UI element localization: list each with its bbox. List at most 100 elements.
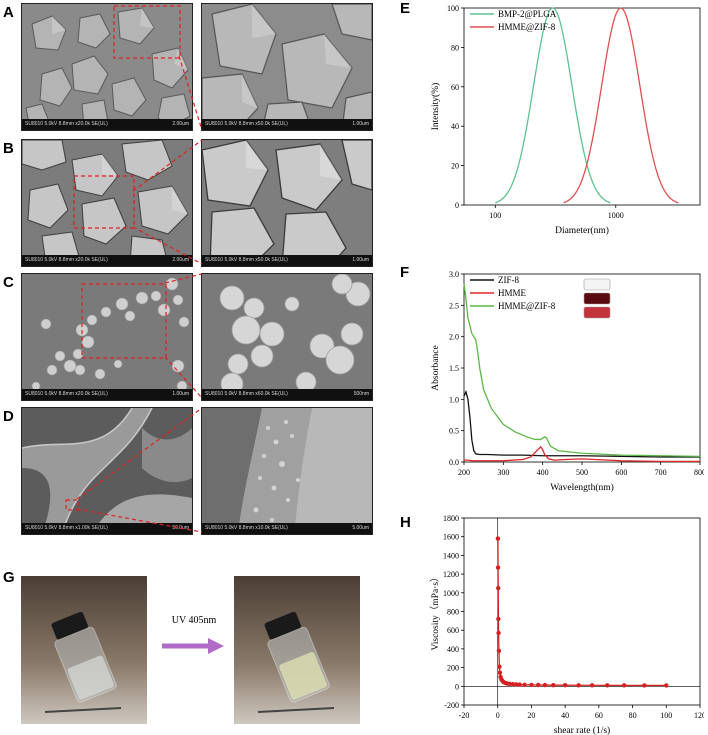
panel-label-a: A — [3, 4, 14, 21]
sem-image-d-high-mag: SU8010 5.0kV 8.8mm x10.0k SE(UL) 5.00um — [201, 407, 373, 535]
y-tick-label: 800 — [447, 608, 459, 617]
sem-image-a-low-mag: SU8010 5.0kV 8.8mm x20.0k SE(UL) 2.00um — [21, 3, 193, 131]
sem-micrograph-crystals — [22, 140, 192, 266]
y-tick-label: 0.0 — [449, 458, 459, 467]
sem-image-b-low-mag: SU8010 5.0kV 8.8mm x20.0k SE(UL) 2.00um — [21, 139, 193, 267]
data-point — [642, 683, 647, 688]
plot-frame — [463, 7, 701, 206]
x-axis-label: shear rate (1/s) — [554, 725, 610, 735]
x-tick-label: -20 — [459, 711, 470, 720]
data-point — [496, 648, 502, 653]
sem-caption: SU8010 5.0kV 8.8mm x50.0k SE(UL) — [205, 121, 288, 127]
y-axis-label: Viscosity（mPa·s） — [429, 572, 441, 650]
y-tick-label: 60 — [451, 83, 459, 92]
data-point — [496, 585, 501, 591]
sem-caption: SU8010 5.0kV 8.8mm x20.0k SE(UL) — [25, 121, 108, 127]
x-axis-label: Diameter(nm) — [555, 225, 609, 236]
sem-info-bar: SU8010 5.0kV 8.8mm x10.0k SE(UL) 5.00um — [202, 523, 372, 534]
y-tick-label: 1600 — [443, 533, 459, 542]
series-line — [497, 538, 667, 687]
data-point — [517, 682, 522, 687]
sem-image-c-low-mag: SU8010 5.0kV 8.8mm x20.0k SE(UL) 1.00um — [21, 273, 193, 401]
x-tick-label: 800 — [694, 468, 704, 477]
panel-label-c: C — [3, 274, 14, 291]
sem-info-bar: SU8010 5.0kV 8.8mm x20.0k SE(UL) 2.00um — [22, 119, 192, 130]
y-tick-label: 3.0 — [449, 270, 459, 279]
y-tick-label: 200 — [447, 664, 459, 673]
legend-label: BMP-2@PLGA — [498, 9, 557, 19]
arrow-right-icon — [162, 638, 224, 654]
sem-micrograph-polyhedra-zoom — [202, 4, 372, 130]
y-tick-label: 0 — [455, 682, 459, 691]
data-point — [496, 630, 501, 636]
data-point — [510, 682, 516, 687]
y-tick-label: 1.5 — [449, 364, 459, 373]
sem-scale: 2.00um — [172, 121, 189, 127]
sem-info-bar: SU8010 5.0kV 8.8mm x20.0k SE(UL) 2.00um — [22, 255, 192, 266]
sem-caption: SU8010 5.0kV 8.8mm x50.0k SE(UL) — [205, 257, 288, 263]
chart-h-viscosity: -20 0 20 40 60 80 100 120-200020040060080010001… — [429, 514, 704, 735]
y-tick-label: -200 — [444, 701, 459, 710]
sem-image-d-low-mag: SU8010 5.0kV 8.8mm x1.00k SE(UL) 50.0um — [21, 407, 193, 535]
x-tick-label: 60 — [595, 711, 603, 720]
vial-before-uv — [21, 576, 147, 724]
x-tick-label: 100 — [489, 211, 501, 220]
data-point — [664, 683, 669, 688]
data-point — [535, 682, 541, 688]
y-tick-label: 20 — [451, 162, 459, 171]
chart-f-absorbance: 200 300 400 500 600 700 800 0.0 0.5 1.0 1.5 2.0 2.5 3… — [431, 270, 704, 493]
sem-scale: 1.00um — [352, 121, 369, 127]
y-tick-label: 400 — [447, 645, 459, 654]
x-tick-label: 100 — [660, 711, 672, 720]
panel-label-b: B — [3, 140, 14, 157]
data-point — [497, 670, 503, 675]
y-tick-label: 40 — [451, 122, 459, 131]
panel-label-f: F — [400, 264, 410, 281]
x-tick-label: 20 — [527, 711, 535, 720]
y-tick-label: 0 — [455, 201, 459, 210]
x-tick-label: 200 — [458, 468, 470, 477]
panel-label-g: G — [3, 569, 15, 586]
x-axis-label: Wavelength(nm) — [550, 482, 614, 493]
y-axis-label: Absorbance — [431, 345, 441, 390]
sem-image-c-high-mag: SU8010 5.0kV 8.8mm x60.0k SE(UL) 500nm — [201, 273, 373, 401]
y-tick-label: 1000 — [443, 589, 459, 598]
data-point — [576, 683, 581, 688]
vial-photo-before — [21, 576, 147, 724]
legend-label: HMME@ZIF-8 — [498, 22, 556, 32]
y-tick-label: 0.5 — [449, 427, 459, 436]
sem-scale: 500nm — [353, 391, 369, 397]
sem-caption: SU8010 5.0kV 8.8mm x60.0k SE(UL) — [205, 391, 288, 397]
sem-caption: SU8010 5.0kV 8.8mm x20.0k SE(UL) — [25, 257, 108, 263]
x-tick-label: 500 — [576, 468, 588, 477]
data-point — [605, 683, 610, 688]
legend-label: HMME — [498, 288, 527, 298]
data-point — [562, 682, 568, 688]
sem-caption: SU8010 5.0kV 8.8mm x1.00k SE(UL) — [25, 525, 108, 531]
vial-after-uv — [234, 576, 360, 724]
data-point — [497, 664, 502, 669]
sem-info-bar: SU8010 5.0kV 8.8mm x50.0k SE(UL) 1.00um — [202, 119, 372, 130]
sem-caption: SU8010 5.0kV 8.8mm x10.0k SE(UL) — [205, 525, 288, 531]
y-tick-label: 2.0 — [449, 333, 459, 342]
data-point — [529, 682, 534, 688]
sem-micrograph-scaffold — [22, 408, 192, 534]
x-tick-label: 300 — [497, 468, 509, 477]
vial-photo-after — [234, 576, 360, 724]
sem-info-bar: SU8010 5.0kV 8.8mm x50.0k SE(UL) 1.00um — [202, 255, 372, 266]
series-line — [464, 445, 700, 463]
sem-scale: 1.00um — [172, 391, 189, 397]
uv-arrow-label: UV 405nm — [171, 615, 217, 626]
y-tick-label: 600 — [447, 626, 459, 635]
vial-swatch — [583, 292, 611, 305]
series-line — [463, 389, 700, 458]
panel-label-e: E — [400, 0, 411, 17]
sem-micrograph-microspheres — [22, 274, 192, 400]
x-tick-label: 700 — [655, 468, 667, 477]
y-tick-label: 1.0 — [449, 395, 459, 404]
data-point — [589, 683, 595, 688]
y-tick-label: 2.5 — [449, 301, 459, 310]
data-point — [507, 681, 512, 687]
sem-micrograph-polyhedra — [22, 4, 192, 130]
y-tick-label: 1400 — [443, 551, 459, 560]
